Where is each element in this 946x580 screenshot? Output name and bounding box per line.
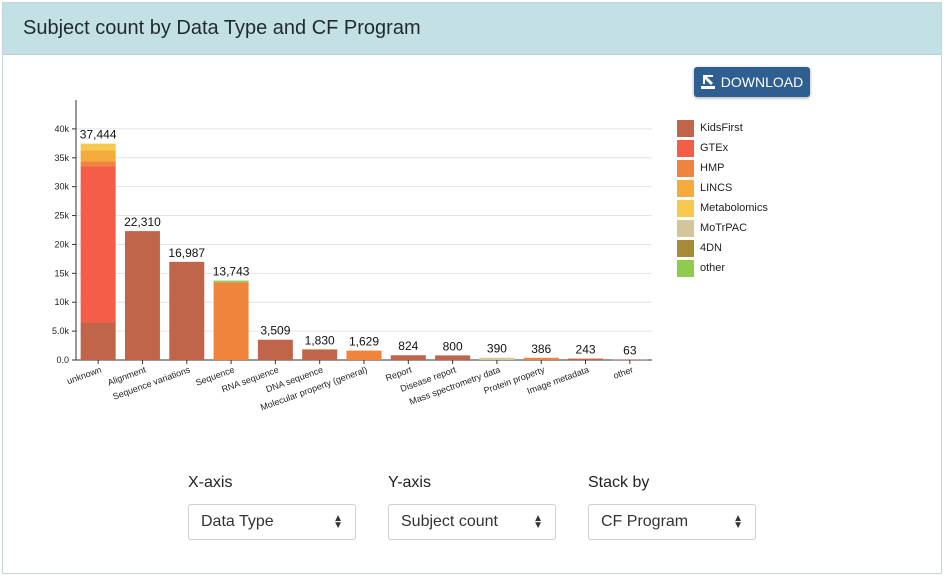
bar-segment <box>479 357 515 360</box>
legend-item[interactable]: MoTrPAC <box>677 218 768 238</box>
legend-label: LINCS <box>700 182 733 194</box>
stack-by-select[interactable]: CF Program ▲ ▼ <box>588 504 756 540</box>
bar-segment <box>302 349 338 360</box>
legend-swatch <box>677 259 694 277</box>
x-tick-label: Sequence variations <box>111 364 192 401</box>
bar-total-label: 1,830 <box>305 333 335 347</box>
legend-label: GTEx <box>700 142 729 154</box>
bar-segment <box>80 166 116 323</box>
download-button[interactable]: DOWNLOAD <box>694 67 810 97</box>
stack-by-control: Stack by CF Program ▲ ▼ <box>588 474 756 540</box>
bar-segment <box>213 282 249 360</box>
bar-segment <box>80 143 116 151</box>
legend-swatch <box>677 239 694 257</box>
select-arrows-icon: ▲ ▼ <box>533 513 543 531</box>
x-tick-label: other <box>612 364 635 380</box>
y-axis-label: Y-axis <box>388 474 431 491</box>
y-axis-value: Subject count <box>401 513 498 530</box>
legend-swatch <box>677 139 694 157</box>
card-header: Subject count by Data Type and CF Progra… <box>3 3 941 55</box>
page-title: Subject count by Data Type and CF Progra… <box>23 17 421 39</box>
legend-swatch <box>677 199 694 217</box>
legend-label: Metabolomics <box>700 202 768 214</box>
bar-segment <box>390 355 426 360</box>
y-axis-control: Y-axis Subject count ▲ ▼ <box>388 474 556 540</box>
y-tick-label: 25k <box>54 211 69 221</box>
bar-segment <box>80 150 116 162</box>
bar-total-label: 13,743 <box>213 265 250 279</box>
y-tick-label: 0.0 <box>56 355 69 365</box>
bar-segment <box>80 322 116 360</box>
bar-total-label: 63 <box>623 344 637 358</box>
y-tick-label: 5.0k <box>52 326 70 336</box>
y-axis-select[interactable]: Subject count ▲ ▼ <box>388 504 556 540</box>
legend-item[interactable]: LINCS <box>677 178 768 198</box>
bar-segment <box>568 358 604 360</box>
legend-label: 4DN <box>700 242 723 254</box>
bar-segment <box>169 261 205 360</box>
bar-total-label: 1,629 <box>349 335 379 349</box>
bar-total-label: 386 <box>531 342 551 356</box>
bar-segment <box>257 339 293 360</box>
bar-total-label: 3,509 <box>260 324 290 338</box>
legend-label: other <box>700 262 726 274</box>
bar-total-label: 824 <box>398 339 418 353</box>
bar-total-label: 16,987 <box>168 246 205 260</box>
legend-label: KidsFirst <box>700 122 743 134</box>
legend-label: HMP <box>700 162 725 174</box>
x-axis-control: X-axis Data Type ▲ ▼ <box>188 474 356 540</box>
bar-segment <box>80 161 116 167</box>
x-axis-label: X-axis <box>188 474 233 491</box>
download-icon <box>700 74 715 90</box>
y-tick-label: 35k <box>54 153 69 163</box>
select-arrows-icon: ▲ ▼ <box>733 513 743 531</box>
legend: KidsFirst GTEx HMP LINCS Metabolomics MoTrPAC… <box>677 118 768 278</box>
download-label: DOWNLOAD <box>720 74 804 90</box>
y-tick-label: 20k <box>54 239 69 249</box>
legend-swatch <box>677 219 694 237</box>
bar-segment <box>435 355 471 360</box>
legend-item[interactable]: KidsFirst <box>677 118 768 138</box>
y-tick-label: 40k <box>54 124 69 134</box>
bar-segment <box>213 280 249 283</box>
stack-by-value: CF Program <box>601 513 689 530</box>
legend-swatch <box>677 119 694 137</box>
bar-total-label: 243 <box>576 343 596 357</box>
bar-total-label: 390 <box>487 342 507 356</box>
select-arrows-icon: ▲ ▼ <box>333 513 343 531</box>
legend-item[interactable]: Metabolomics <box>677 198 768 218</box>
y-tick-label: 30k <box>54 182 69 192</box>
bar-total-label: 37,444 <box>80 128 117 142</box>
x-tick-label: unknown <box>66 364 103 386</box>
legend-swatch <box>677 179 694 197</box>
y-tick-label: 15k <box>54 268 69 278</box>
legend-item[interactable]: HMP <box>677 158 768 178</box>
x-axis-select[interactable]: Data Type ▲ ▼ <box>188 504 356 540</box>
legend-item[interactable]: 4DN <box>677 238 768 258</box>
bar-total-label: 22,310 <box>124 215 161 229</box>
bar-total-label: 800 <box>443 339 463 353</box>
bar-segment <box>124 231 160 360</box>
y-tick-label: 10k <box>54 297 69 307</box>
legend-label: MoTrPAC <box>700 222 748 234</box>
legend-swatch <box>677 159 694 177</box>
bar-segment <box>612 359 648 361</box>
legend-item[interactable]: other <box>677 258 768 278</box>
x-axis-value: Data Type <box>201 513 274 530</box>
legend-item[interactable]: GTEx <box>677 138 768 158</box>
stack-by-label: Stack by <box>588 474 650 491</box>
bar-segment <box>523 357 559 360</box>
bar-segment <box>346 350 382 360</box>
